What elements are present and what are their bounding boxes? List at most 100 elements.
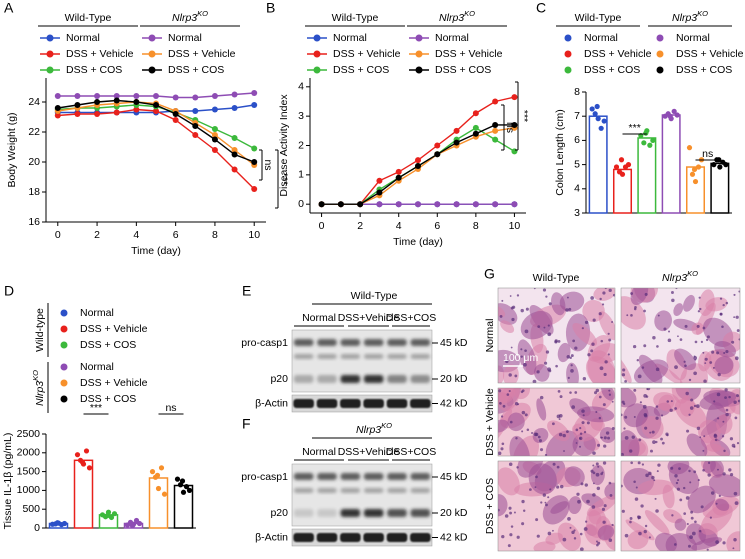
nucleus <box>595 540 598 543</box>
nucleus <box>516 466 519 469</box>
nucleus <box>667 338 672 343</box>
nucleus <box>514 401 519 406</box>
x-axis-title: Time (day) <box>131 245 181 257</box>
legend-marker <box>60 379 68 387</box>
nucleus <box>521 430 524 433</box>
nucleus <box>498 389 502 393</box>
label-text: Wild-type <box>34 308 46 352</box>
nucleus <box>642 404 647 409</box>
nucleus <box>559 395 563 399</box>
band <box>363 375 384 383</box>
legend-marker <box>148 50 156 58</box>
image-frame <box>620 287 741 384</box>
nucleus <box>509 420 513 424</box>
nucleus <box>595 411 598 414</box>
data-point <box>472 130 479 137</box>
nucleus <box>703 379 707 383</box>
nucleus <box>652 440 656 444</box>
data-point <box>174 476 181 482</box>
lane-label: DSS+Vehicle <box>338 446 400 458</box>
nucleus <box>651 475 655 480</box>
nucleus <box>704 357 708 361</box>
x-tick-label: 0 <box>319 220 325 232</box>
data-point <box>643 130 649 136</box>
tissue-structure <box>576 406 615 423</box>
image-frame <box>497 287 616 384</box>
nucleus <box>609 493 613 497</box>
histology-image <box>621 461 740 551</box>
band <box>340 509 361 517</box>
nucleus <box>573 529 576 532</box>
nucleus <box>591 342 595 346</box>
nucleus <box>603 436 607 440</box>
nucleus <box>694 520 697 524</box>
row-label: β-Actin <box>255 531 288 543</box>
data-point <box>434 151 441 158</box>
nucleus <box>674 365 678 369</box>
legend-marker <box>60 309 68 317</box>
histology-image <box>621 388 740 456</box>
nucleus <box>624 435 629 440</box>
tissue-structure <box>572 322 598 347</box>
nucleus <box>703 435 706 438</box>
data-point <box>674 112 680 118</box>
nucleus <box>570 364 573 367</box>
tissue-structure <box>630 288 649 306</box>
nucleus <box>601 507 606 511</box>
nucleus <box>622 368 626 372</box>
data-point <box>54 105 61 111</box>
nucleus <box>676 487 681 491</box>
nucleus <box>569 391 572 394</box>
band <box>410 533 431 542</box>
nucleus <box>558 413 563 418</box>
tissue-structure <box>601 388 615 401</box>
tissue-structure <box>498 467 520 496</box>
nucleus <box>624 415 628 419</box>
nucleus <box>641 463 645 466</box>
legend-label: DSS + Vehicle <box>333 48 401 60</box>
data-point <box>376 189 383 196</box>
y-tick-label: 6 <box>574 134 580 146</box>
nucleus <box>700 505 704 509</box>
tissue-structure <box>674 518 687 531</box>
data-point <box>625 162 632 168</box>
nucleus <box>679 338 683 341</box>
nucleus <box>640 504 644 508</box>
nucleus <box>608 481 612 485</box>
nucleus <box>575 428 579 432</box>
nucleus <box>706 548 709 551</box>
nucleus <box>590 296 594 300</box>
nucleus <box>598 416 602 420</box>
nucleus <box>584 483 588 487</box>
band <box>317 375 337 383</box>
nucleus <box>521 410 526 415</box>
data-point <box>472 110 479 117</box>
band <box>293 375 314 383</box>
nucleus <box>607 436 611 440</box>
band <box>363 488 384 493</box>
band <box>293 473 314 480</box>
nucleus <box>645 473 649 478</box>
marker-label: 20 kD <box>440 507 468 519</box>
significance-label: ns <box>165 402 176 414</box>
nucleus <box>631 435 635 439</box>
y-axis-title: Disease Activity Index <box>278 94 290 197</box>
nucleus <box>735 315 739 319</box>
nucleus <box>570 354 574 358</box>
column-header: Nlrp3KO <box>662 269 698 284</box>
tissue-structure <box>699 390 737 410</box>
nucleus <box>576 492 580 496</box>
label-text: Wild-Type <box>332 12 379 24</box>
label-text: Nlrp3 <box>672 12 697 24</box>
nucleus <box>655 440 658 444</box>
band <box>387 339 407 346</box>
y-tick-label: 1500 <box>17 465 41 477</box>
nucleus <box>597 465 600 468</box>
nucleus <box>630 292 634 295</box>
nucleus <box>583 527 588 531</box>
nucleus <box>552 462 556 466</box>
nucleus <box>551 422 555 426</box>
data-point <box>251 90 258 96</box>
data-point <box>192 108 199 114</box>
nucleus <box>578 436 583 441</box>
